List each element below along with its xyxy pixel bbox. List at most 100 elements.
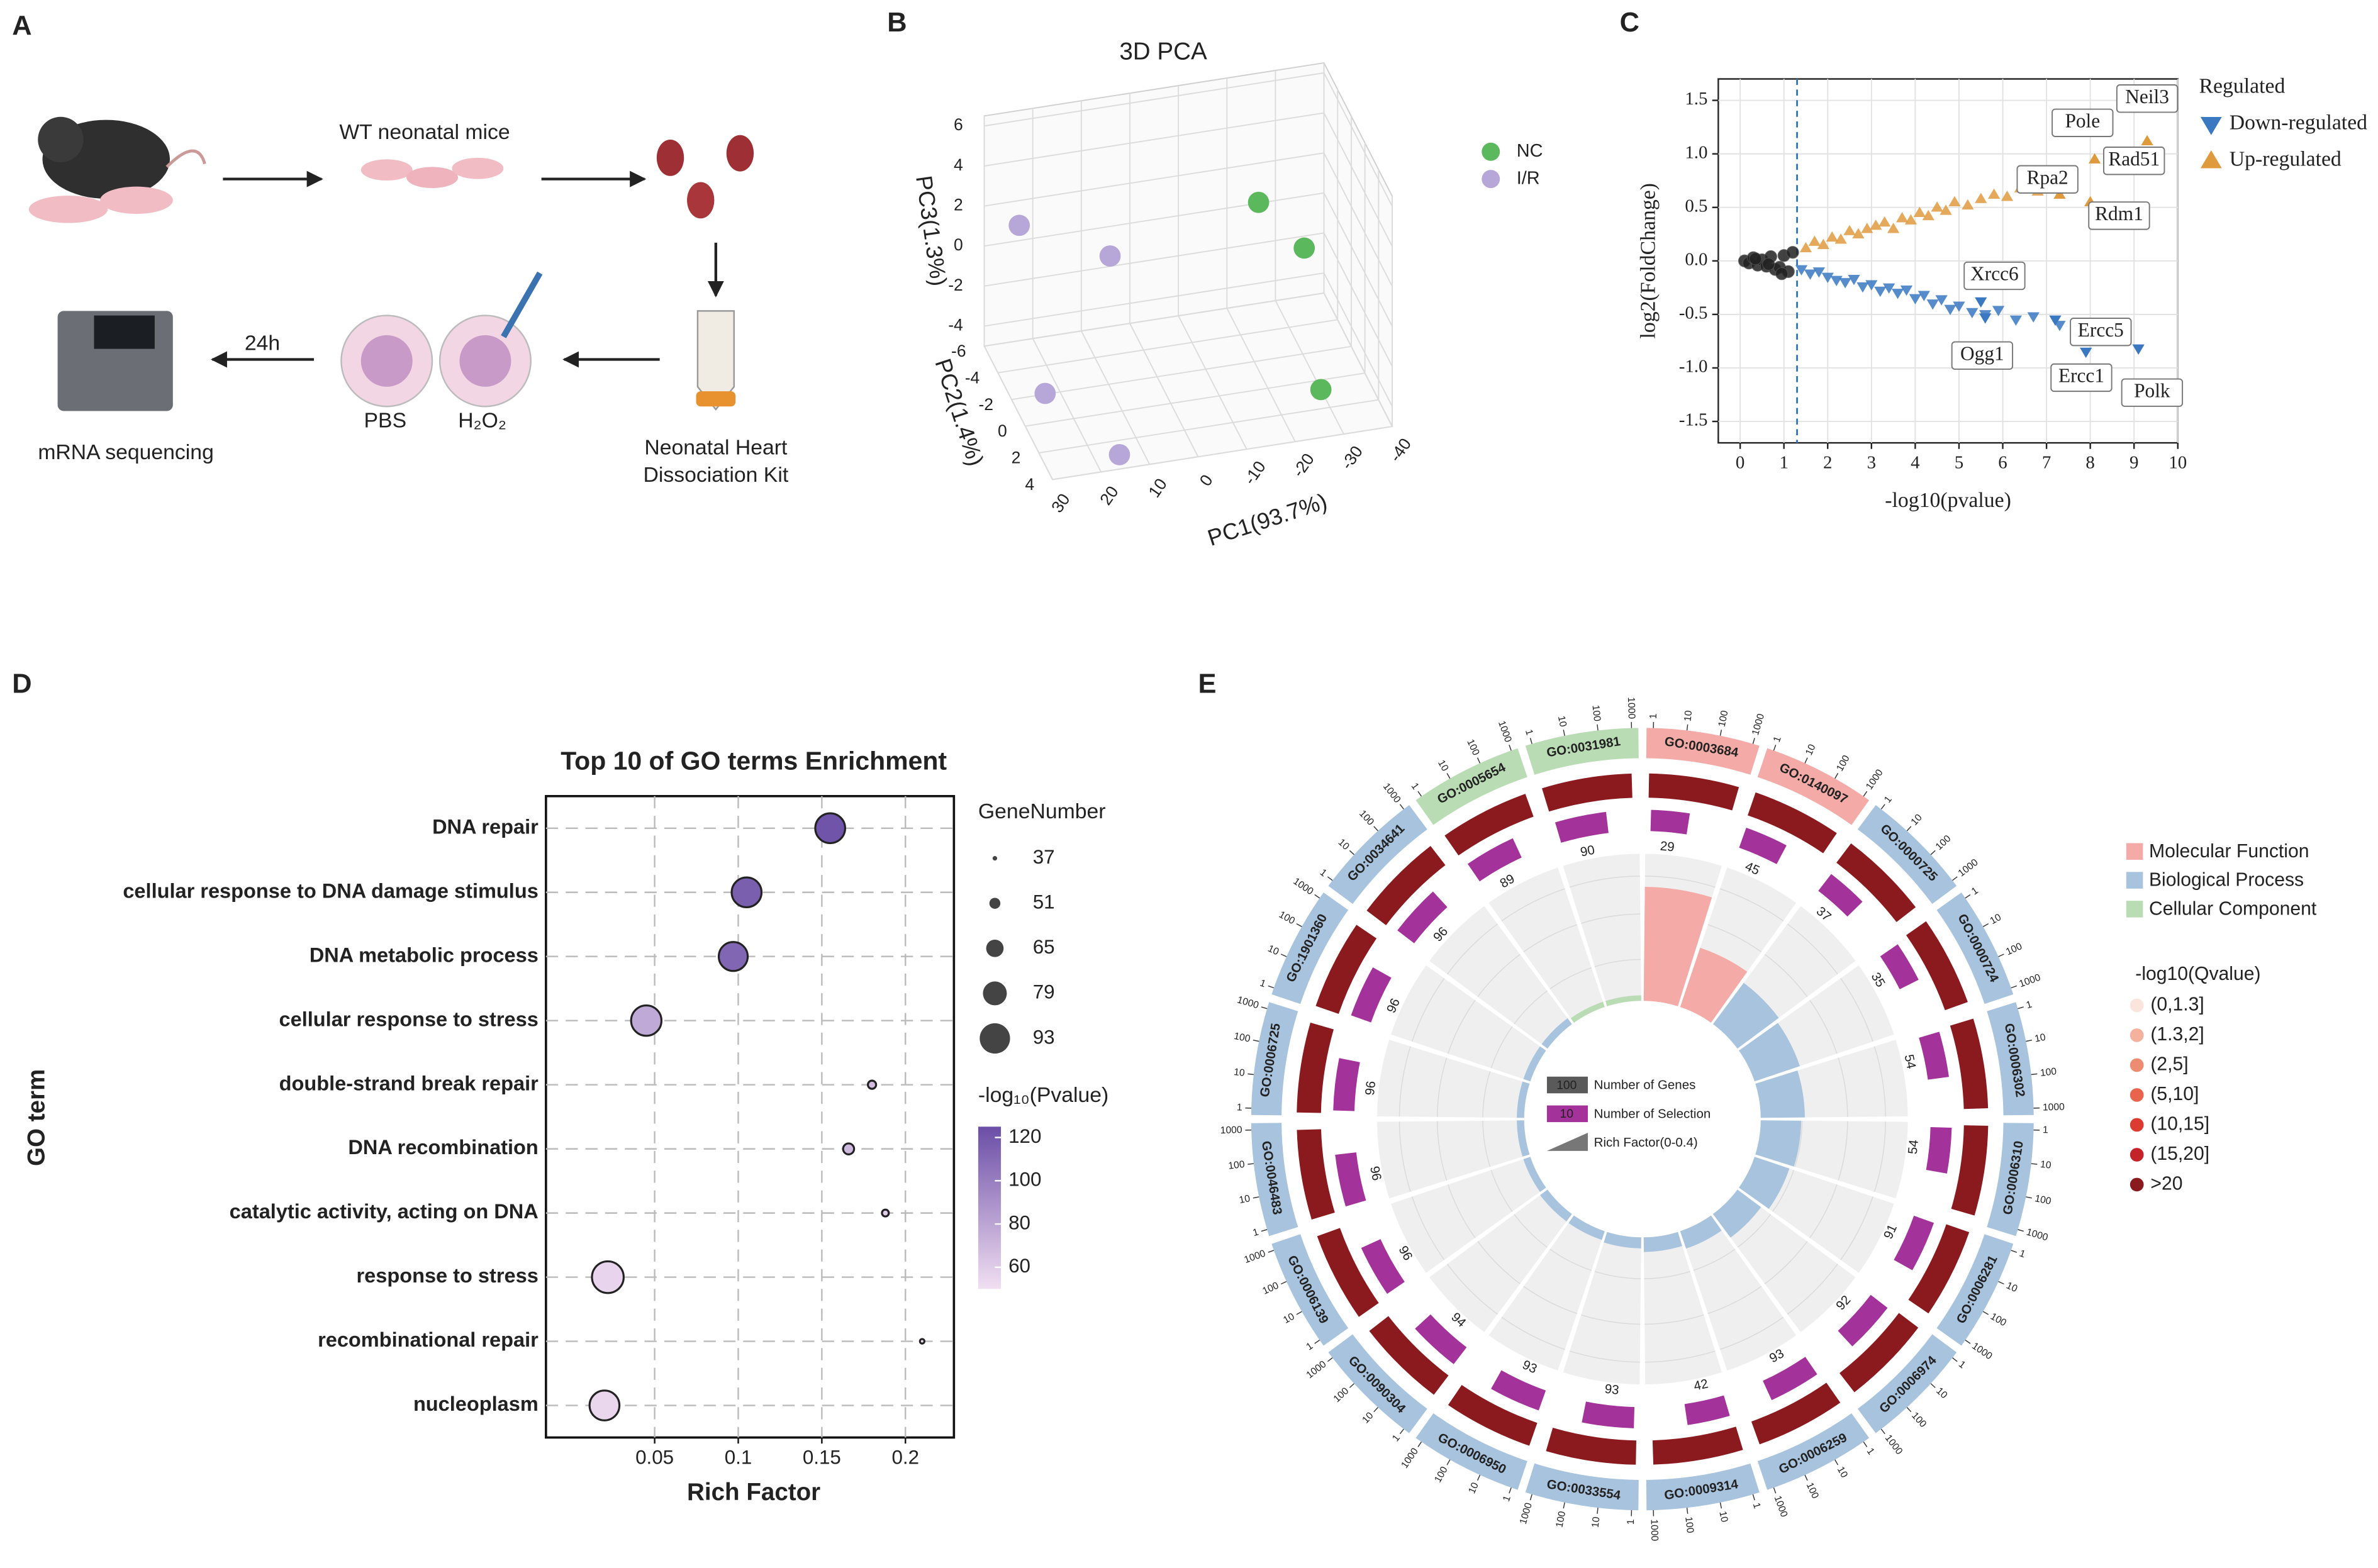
scale-tick <box>1253 1196 1259 1199</box>
scale-tick <box>1509 1487 1512 1494</box>
workflow-label: 24h <box>245 331 280 355</box>
scale-label: 1 <box>2025 999 2033 1011</box>
scale-tick <box>1296 923 1302 927</box>
panel-label: A <box>12 11 31 41</box>
gene-ring <box>1951 1125 1989 1216</box>
annotation: Xrcc6 <box>1970 263 2019 285</box>
point <box>1826 231 1838 242</box>
scale-tick <box>1834 1459 1839 1465</box>
scale-tick <box>1399 804 1404 809</box>
point <box>1848 274 1860 286</box>
scale-tick <box>1863 1442 1868 1447</box>
legend-title: -log10(Qvalue) <box>2135 964 2260 984</box>
annotation-box <box>2050 363 2113 392</box>
sector-background <box>1563 1232 1641 1385</box>
annotation-box <box>2088 201 2150 230</box>
pipette <box>501 271 543 338</box>
size-legend-label: 65 <box>1033 936 1055 958</box>
ring-line <box>1490 1026 1513 1069</box>
scale-tick <box>1952 876 1958 881</box>
point <box>1812 267 1825 278</box>
sector-background <box>1643 1232 1722 1385</box>
annotation-box <box>1963 261 2026 291</box>
x-tick-label: 2 <box>1823 452 1832 472</box>
scale-label: 1 <box>1409 781 1421 792</box>
size-legend-label: 93 <box>1033 1026 1055 1048</box>
point <box>1248 191 1270 213</box>
point <box>1935 295 1948 306</box>
scale-tick <box>1982 923 1989 927</box>
point <box>2141 135 2153 145</box>
selection-bar <box>1838 1294 1888 1347</box>
workflow-label: PBS <box>364 408 407 432</box>
legend-sample: 10 <box>1560 1108 1573 1121</box>
y-tick-label: double-strand break repair <box>279 1072 539 1094</box>
scale-label: 10 <box>1233 1067 1246 1079</box>
pup <box>360 159 413 181</box>
point <box>1987 188 2001 199</box>
y-axis-label: GO term <box>23 1069 50 1166</box>
term-band <box>1646 728 1760 775</box>
legend-marker <box>2130 1028 2144 1042</box>
term-band <box>1328 1334 1427 1433</box>
scale-tick <box>1529 1494 1532 1501</box>
pup <box>406 167 459 189</box>
scale-tick <box>1686 1508 1689 1514</box>
bubble <box>814 812 846 845</box>
annotation-box <box>2051 108 2114 137</box>
y-tick-label: 0.0 <box>1685 249 1707 269</box>
scale-label: 1000 <box>1399 1446 1421 1471</box>
x-axis-label: Rich Factor <box>687 1479 820 1506</box>
scale-label: 1 <box>1258 978 1267 990</box>
point <box>1293 237 1315 259</box>
colorbar-label: 80 <box>1008 1211 1030 1233</box>
x-tick-label: -30 <box>1337 442 1366 473</box>
scale-tick <box>2018 1229 2024 1232</box>
gene-ring <box>1297 1129 1335 1220</box>
ring-line <box>1644 1271 1690 1279</box>
selection-label: 96 <box>1363 1080 1378 1096</box>
scale-label: 1000 <box>1772 1494 1790 1519</box>
point <box>1979 313 1992 324</box>
bubble <box>730 876 763 909</box>
annotation: Neil3 <box>2125 86 2169 108</box>
scale-tick <box>1965 894 1971 899</box>
scale-tick <box>1952 1357 1958 1362</box>
scale-tick <box>1280 954 1287 957</box>
scale-label: 1000 <box>1381 781 1403 805</box>
scale-label: 1000 <box>2018 972 2042 990</box>
scale-tick <box>1349 850 1354 855</box>
scale-tick <box>1417 791 1422 797</box>
y-tick-label: 4 <box>1025 475 1034 494</box>
size-legend-label: 51 <box>1033 891 1055 913</box>
scale-label: 10 <box>1238 1193 1251 1206</box>
scale-label: 10 <box>1835 1465 1850 1480</box>
selection-bar <box>1415 1314 1467 1364</box>
term-band <box>1936 1234 2014 1346</box>
scale-label: 1000 <box>1242 1248 1267 1265</box>
legend-marker <box>2130 1177 2144 1192</box>
scale-label: 100 <box>1934 833 1953 852</box>
y-tick-label: 2 <box>1012 448 1021 467</box>
scale-tick <box>1399 1428 1404 1435</box>
scale-label: 10 <box>1436 759 1451 774</box>
scale-tick <box>1446 773 1451 779</box>
annotation: Rpa2 <box>2027 166 2068 188</box>
grid-line <box>1323 72 1393 207</box>
y-tick-label: cellular response to stress <box>279 1008 539 1030</box>
point <box>1108 444 1130 465</box>
point <box>1975 192 1987 203</box>
inner-circle <box>1529 1005 1756 1233</box>
scale-tick <box>1597 724 1599 731</box>
rich-bar <box>1568 1215 1605 1240</box>
x-tick-label: 9 <box>2130 452 2138 472</box>
z-tick-label: -4 <box>948 315 963 334</box>
bubble <box>842 1142 856 1155</box>
legend-label: Down-regulated <box>2230 111 2367 135</box>
annotation: Polk <box>2134 379 2170 401</box>
point <box>1891 289 1904 299</box>
y-tick-label: response to stress <box>357 1264 539 1287</box>
scale-label: 1000 <box>1883 1433 1905 1457</box>
sector-background <box>1390 965 1546 1082</box>
selection-bar <box>1894 1215 1934 1271</box>
